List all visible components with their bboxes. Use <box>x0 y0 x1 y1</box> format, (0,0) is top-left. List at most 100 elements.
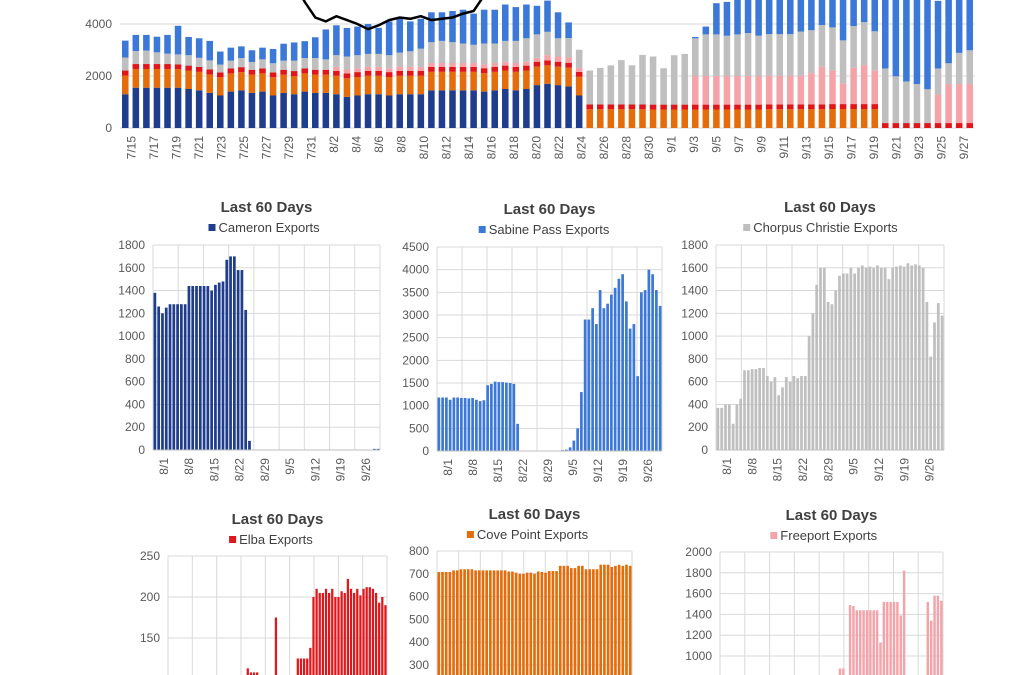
panel-bar <box>217 282 221 450</box>
panel-bar <box>758 368 762 450</box>
top-bar-sabine <box>808 0 815 31</box>
panel-bar <box>496 570 500 675</box>
panel-y-tick: 400 <box>409 635 429 649</box>
top-bar-corpus <box>407 51 414 67</box>
top-bar-cove <box>839 109 847 128</box>
top-total-line <box>302 0 483 31</box>
top-bar-elba <box>829 104 836 110</box>
top-x-tick: 7/21 <box>192 136 206 160</box>
top-bar-corpus <box>132 51 140 65</box>
panel-bar <box>754 369 758 450</box>
panel-y-tick: 1000 <box>402 399 429 413</box>
panel-bar <box>183 304 187 450</box>
top-bar-corpus <box>860 22 868 66</box>
panel-bar <box>872 610 875 675</box>
panel-bar <box>577 565 580 675</box>
panel-bar <box>917 265 921 450</box>
panel-bar <box>318 592 321 675</box>
panel-bar <box>720 407 724 450</box>
panel-bar <box>501 382 504 451</box>
panel-bar <box>848 605 852 675</box>
panel-y-tick: 1400 <box>681 284 708 298</box>
top-x-tick: 8/18 <box>507 136 521 160</box>
top-x-tick: 8/22 <box>552 136 566 160</box>
top-bar-freeport <box>744 76 752 105</box>
top-bar-cameron <box>164 87 171 128</box>
panel-bar <box>372 448 376 450</box>
top-bar-corpus <box>354 55 361 69</box>
top-bar-corpus <box>164 53 171 65</box>
top-bar-corpus <box>227 60 235 69</box>
top-bar-cameron <box>269 95 277 128</box>
panel-bar <box>244 309 248 450</box>
top-bar-cove <box>670 109 678 128</box>
top-bar-cameron <box>533 85 541 128</box>
panel-bar <box>841 273 845 450</box>
panel-bar <box>777 395 781 450</box>
panel-bar <box>511 571 514 675</box>
panel-bar <box>489 570 492 675</box>
top-bar-sabine <box>533 5 541 35</box>
panel-bar <box>249 672 253 675</box>
panel-y-tick: 3500 <box>402 285 429 299</box>
top-bar-freeport <box>385 68 393 73</box>
panel-title: Last 60 Days <box>784 199 876 216</box>
panel-bar <box>610 566 614 675</box>
top-bar-elba <box>660 104 667 110</box>
top-bar-cove <box>227 73 235 92</box>
panel-bar <box>566 565 569 675</box>
top-bar-sabine <box>195 38 203 58</box>
panel-bar <box>381 597 384 675</box>
top-bar-elba <box>428 66 435 72</box>
top-bar-cove <box>797 109 805 128</box>
top-bar-sabine <box>966 0 973 51</box>
top-bar-cove <box>829 109 836 128</box>
panel-bar <box>256 672 259 675</box>
top-bar-cove <box>692 109 699 128</box>
top-bar-cameron <box>301 91 308 128</box>
panel-bar <box>153 292 157 450</box>
panel-bar <box>879 267 883 450</box>
top-bar-freeport <box>818 66 826 105</box>
panel-bar <box>762 368 765 450</box>
top-bar-sabine <box>312 37 319 59</box>
top-bar-cameron <box>491 90 498 128</box>
panel-bar <box>214 284 217 450</box>
panel-bar <box>340 591 343 675</box>
top-bar-elba <box>480 68 488 74</box>
top-bar-corpus <box>470 44 477 63</box>
top-bar-corpus <box>913 84 921 124</box>
panel-bar <box>505 382 508 451</box>
top-bar-sabine <box>217 51 224 65</box>
top-bar-elba <box>217 72 224 78</box>
panel-bar <box>533 573 536 675</box>
top-bar-sabine <box>322 29 330 60</box>
panel-bar <box>746 370 750 450</box>
top-bar-cameron <box>480 91 488 128</box>
top-bar-elba <box>797 104 805 110</box>
panel-bar <box>857 267 860 450</box>
top-bar-freeport <box>354 68 361 73</box>
top-bar-corpus <box>723 35 731 76</box>
top-bar-cove <box>301 73 308 92</box>
top-bar-sabine <box>491 9 498 44</box>
panel-y-tick: 200 <box>140 590 160 604</box>
top-bar-elba <box>681 104 688 110</box>
top-bar-elba <box>354 72 361 78</box>
panel-bar <box>879 642 882 675</box>
panel-bar <box>232 256 236 450</box>
panel-bar <box>441 571 444 675</box>
panel-bar <box>739 398 743 450</box>
panel-bar <box>902 570 906 675</box>
panel-bar <box>500 570 503 675</box>
panel-bar <box>365 587 368 675</box>
top-x-tick: 8/20 <box>529 136 543 160</box>
top-bar-cameron <box>470 90 477 128</box>
top-bar-freeport <box>575 67 583 72</box>
top-bar-corpus <box>301 58 308 69</box>
top-bar-freeport <box>860 65 868 105</box>
top-bar-freeport <box>955 84 963 124</box>
panel-bar <box>933 322 936 450</box>
top-bar-elba <box>702 104 710 110</box>
top-bar-cove <box>143 68 150 88</box>
